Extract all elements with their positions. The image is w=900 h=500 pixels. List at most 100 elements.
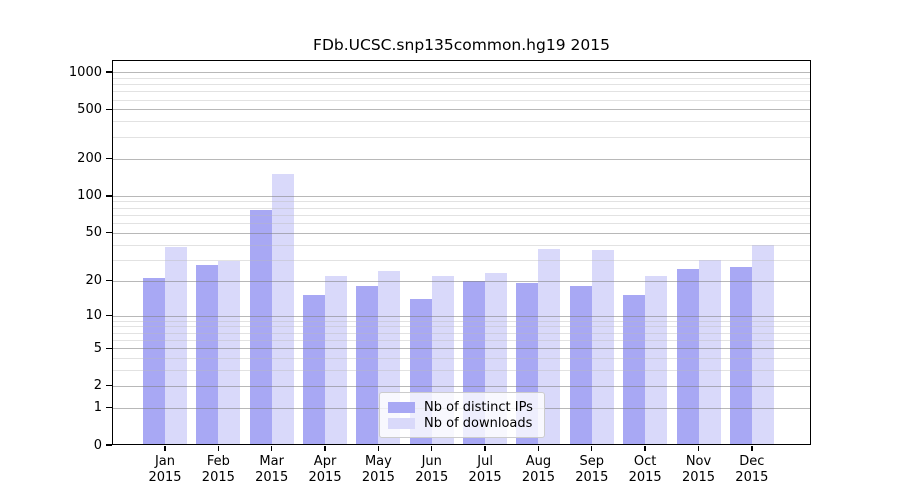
x-axis-tick-year: 2015 bbox=[201, 470, 235, 485]
y-axis-tick-label: 50 bbox=[85, 225, 102, 241]
minor-gridline bbox=[112, 136, 811, 138]
x-axis-tick-year: 2015 bbox=[681, 470, 716, 485]
x-axis-tick-label: Dec 2015 bbox=[722, 454, 782, 486]
y-axis-tick-label: 100 bbox=[77, 188, 102, 204]
x-axis-tick bbox=[751, 446, 753, 451]
minor-gridline bbox=[112, 370, 811, 372]
bar-distinct-ips-nov bbox=[676, 269, 699, 445]
x-axis-tick bbox=[484, 446, 486, 451]
bar-downloads-feb bbox=[218, 261, 241, 445]
x-axis-tick-label: Jan 2015 bbox=[135, 454, 195, 486]
major-gridline bbox=[112, 315, 811, 317]
minor-gridline bbox=[112, 339, 811, 341]
x-axis-tick-year: 2015 bbox=[735, 470, 769, 485]
y-axis-tick bbox=[106, 444, 112, 446]
x-axis-tick bbox=[431, 446, 433, 451]
minor-gridline bbox=[112, 244, 811, 246]
x-axis-tick bbox=[164, 446, 166, 451]
x-axis-tick-year: 2015 bbox=[468, 470, 502, 485]
x-axis-tick-label: Feb 2015 bbox=[188, 454, 248, 486]
bar-downloads-nov bbox=[698, 259, 721, 445]
major-gridline bbox=[112, 195, 811, 197]
bar-distinct-ips-may bbox=[356, 286, 379, 445]
bar-downloads-apr bbox=[325, 275, 348, 445]
minor-gridline bbox=[112, 77, 811, 79]
major-gridline bbox=[112, 72, 811, 73]
y-axis-tick bbox=[106, 279, 112, 282]
minor-gridline bbox=[112, 201, 811, 203]
y-axis-tick bbox=[106, 384, 112, 387]
x-axis-tick bbox=[217, 446, 220, 451]
bar-downloads-jan bbox=[165, 247, 187, 445]
bar-distinct-ips-jan bbox=[143, 278, 165, 445]
major-gridline bbox=[112, 158, 811, 160]
x-axis-tick-year: 2015 bbox=[628, 470, 662, 485]
y-axis-tick bbox=[106, 108, 112, 111]
x-axis-tick-year: 2015 bbox=[521, 470, 555, 485]
y-axis-tick bbox=[106, 406, 112, 409]
legend-item: Nb of distinct IPs bbox=[388, 399, 535, 415]
y-axis-tick bbox=[106, 157, 112, 160]
x-axis-tick-year: 2015 bbox=[255, 470, 289, 485]
major-gridline bbox=[112, 348, 811, 350]
minor-gridline bbox=[112, 121, 811, 123]
minor-gridline bbox=[112, 320, 811, 322]
y-axis-tick bbox=[106, 232, 112, 234]
legend-swatch-distinct-ips bbox=[388, 401, 415, 413]
minor-gridline bbox=[112, 207, 811, 209]
y-axis-tick bbox=[106, 195, 112, 197]
x-axis-tick-year: 2015 bbox=[575, 470, 609, 485]
y-axis-tick-label: 1 bbox=[93, 400, 102, 416]
legend-label: Nb of distinct IPs bbox=[424, 399, 533, 415]
minor-gridline bbox=[112, 99, 811, 101]
x-axis-tick-label: Jul 2015 bbox=[455, 454, 515, 486]
bar-distinct-ips-dec bbox=[729, 267, 752, 445]
y-axis-tick-label: 0 bbox=[93, 437, 102, 453]
minor-gridline bbox=[112, 259, 811, 261]
x-axis-tick bbox=[697, 446, 700, 451]
minor-gridline bbox=[112, 91, 811, 93]
x-axis-tick bbox=[591, 446, 593, 451]
x-axis-tick-label: Aug 2015 bbox=[508, 454, 568, 486]
minor-gridline bbox=[112, 223, 811, 225]
x-axis-tick bbox=[271, 446, 273, 451]
y-axis-tick-label: 500 bbox=[77, 101, 102, 117]
y-axis-tick-label: 20 bbox=[85, 273, 102, 289]
major-gridline bbox=[112, 280, 811, 282]
y-axis-tick-label: 200 bbox=[77, 151, 102, 167]
chart-title: FDb.UCSC.snp135common.hg19 2015 bbox=[313, 36, 610, 54]
y-axis-tick-label: 1000 bbox=[68, 64, 102, 80]
bar-downloads-mar bbox=[271, 174, 294, 445]
x-axis-tick-label: Jun 2015 bbox=[402, 454, 462, 486]
y-axis-tick bbox=[106, 347, 112, 349]
bar-distinct-ips-mar bbox=[249, 210, 272, 445]
x-axis-tick bbox=[377, 446, 380, 451]
minor-gridline bbox=[112, 84, 811, 86]
x-axis-tick-label: Sep 2015 bbox=[562, 454, 622, 486]
bar-downloads-sep bbox=[591, 250, 614, 445]
y-axis-tick-label: 2 bbox=[93, 378, 102, 394]
x-axis-tick-label: Oct 2015 bbox=[615, 454, 675, 486]
minor-gridline bbox=[112, 332, 811, 334]
x-axis-tick-label: May 2015 bbox=[348, 454, 408, 486]
minor-gridline bbox=[112, 358, 811, 360]
x-axis-tick bbox=[644, 446, 646, 451]
bar-downloads-oct bbox=[645, 275, 668, 445]
y-axis-tick-label: 5 bbox=[93, 340, 102, 356]
major-gridline bbox=[112, 232, 811, 234]
x-axis-tick bbox=[324, 446, 326, 451]
bar-downloads-dec bbox=[751, 244, 774, 445]
x-axis-tick-label: Nov 2015 bbox=[669, 454, 729, 486]
x-axis-tick-year: 2015 bbox=[308, 470, 342, 485]
x-axis-tick-year: 2015 bbox=[415, 470, 449, 485]
bar-distinct-ips-feb bbox=[196, 265, 219, 445]
legend: Nb of distinct IPs Nb of downloads bbox=[379, 392, 545, 438]
y-axis-tick-label: 10 bbox=[85, 308, 102, 324]
x-axis-tick bbox=[537, 446, 540, 451]
x-axis-tick-label: Mar 2015 bbox=[242, 454, 302, 486]
y-axis-tick bbox=[106, 71, 112, 73]
bar-distinct-ips-sep bbox=[569, 286, 592, 445]
legend-label: Nb of downloads bbox=[424, 415, 533, 431]
y-axis-tick bbox=[106, 314, 112, 317]
